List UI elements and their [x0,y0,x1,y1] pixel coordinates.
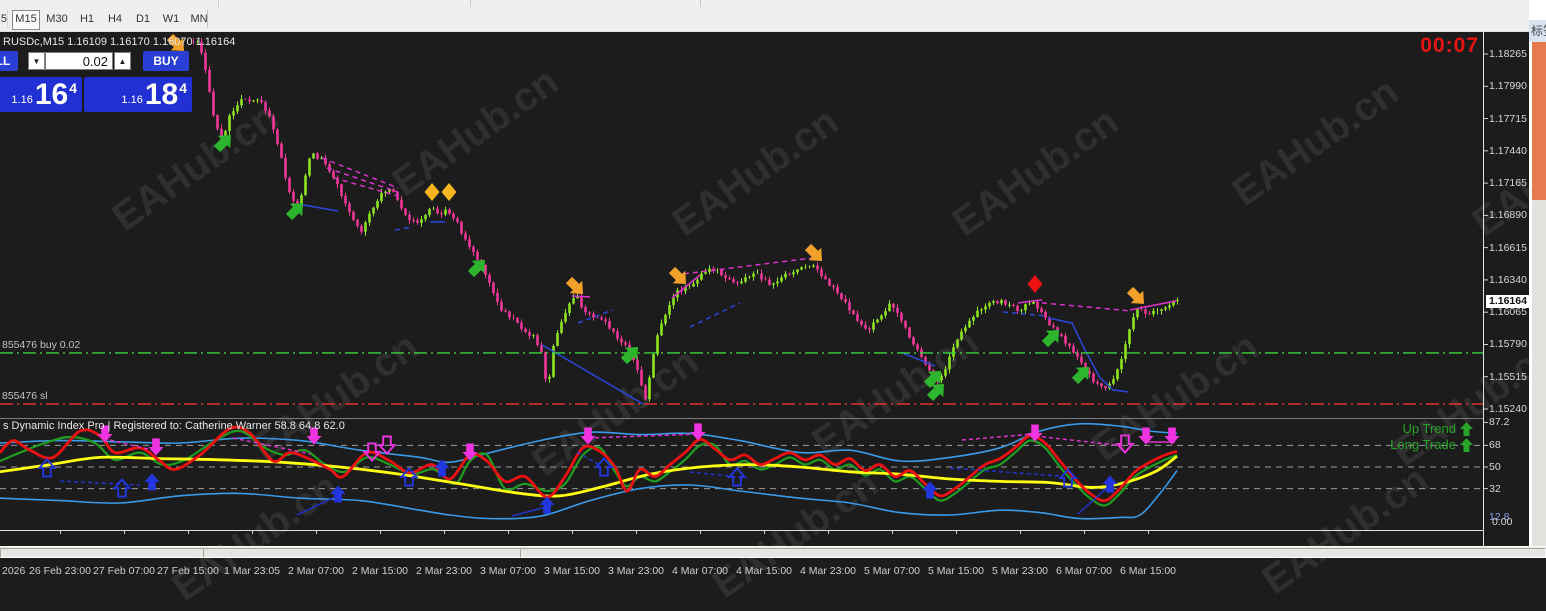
price-tick-label: 1.17715 [1489,112,1527,125]
price-tick-label: 1.15515 [1489,370,1527,383]
price-tick-label: 1.16615 [1489,241,1527,254]
price-tick-label: 1.15240 [1489,403,1527,415]
indicator-bottom-label: 12.8 [1489,511,1510,523]
time-tick-label: 27 Feb 15:00 [157,565,219,577]
one-click-trading-panel: SELL ▼ ▲ BUY 1.16 16 4 1.16 18 4 [0,48,192,112]
time-tick-label: 2 Mar 07:00 [287,565,345,577]
tab-divider [470,0,471,7]
volume-increase-button[interactable]: ▲ [114,52,131,70]
time-axis-year: 2026 [2,565,26,577]
time-tick-label: 4 Mar 15:00 [735,565,793,577]
time-tick-label: 5 Mar 07:00 [863,565,921,577]
price-tick-label: 87.2 [1489,416,1510,429]
buy-button[interactable]: BUY [143,51,189,71]
timeframe-m30[interactable]: M30 [46,13,68,25]
long-trade-signal: Long Trade [1390,437,1473,452]
time-tick-label: 2 Mar 15:00 [351,565,409,577]
timeframe-h1[interactable]: H1 [79,13,95,25]
bid-price-big: 16 [34,78,69,111]
price-tick-label: 1.16890 [1489,209,1527,222]
scrollbar-track[interactable] [1532,200,1546,557]
price-tick-label: 1.16340 [1489,273,1527,286]
time-tick-label: 5 Mar 15:00 [927,565,985,577]
price-tick-label: 32 [1489,482,1501,495]
bid-price-prefix: 1.16 [11,94,33,106]
timeframe-m15[interactable]: M15 [12,10,40,30]
bid-price-pip: 4 [69,80,77,96]
ask-price-pip: 4 [179,80,187,96]
timeframe-w1[interactable]: W1 [162,13,180,25]
time-tick-label: 1 Mar 23:05 [223,565,281,577]
indicator-bottom-label: 0.00 [1492,516,1513,528]
docked-panel-strip[interactable]: 标签 [1529,0,1546,557]
ask-price-box[interactable]: 1.16 18 4 [84,77,192,112]
price-chart-svg[interactable] [0,0,1529,557]
panel-tab-label[interactable]: 标签 [1529,20,1546,42]
chart-canvas[interactable]: EAHub.cn EAHub.cn EAHub.cn EAHub.cn EAHub.cn… [0,31,1546,610]
time-tick-label: 5 Mar 23:00 [991,565,1049,577]
candle-countdown-timer: 00:07 [1420,34,1479,57]
sell-button[interactable]: SELL [0,51,18,71]
price-tick-label: 50 [1489,461,1501,473]
price-tick-label: 1.16065 [1489,306,1527,319]
time-tick-label: 3 Mar 07:00 [479,565,537,577]
up-trend-arrow-icon [1460,421,1473,436]
indicator-title: s Dynamic Index Pro | Registered to: Cat… [3,420,345,432]
current-price-label: 1.16164 [1486,294,1530,308]
price-tick-label: 1.15790 [1489,338,1527,351]
volume-decrease-button[interactable]: ▼ [28,52,45,70]
timeframe-partial-button[interactable]: 5 [0,10,8,28]
price-tick-label: 1.18265 [1489,48,1527,60]
price-tick-label: 1.17165 [1489,177,1527,190]
toolbar-separator [207,10,208,28]
up-trend-label: Up Trend [1402,421,1456,436]
time-tick-label: 2 Mar 23:00 [415,565,473,577]
time-tick-label: 27 Feb 07:00 [93,565,155,577]
volume-input[interactable] [45,52,113,70]
order-line-label: 855476 buy 0.02 [2,338,81,351]
price-tick-label: 1.17440 [1489,144,1527,157]
time-tick-label: 26 Feb 23:00 [29,565,91,577]
order-line-label: 855476 sl [2,389,48,402]
timeframe-toolbar: 5 M15 M30 H1 H4 D1 W1 MN [0,8,1529,32]
long-trade-label: Long Trade [1390,437,1456,452]
ask-price-big: 18 [144,78,179,111]
timeframe-mn[interactable]: MN [190,13,208,25]
indicator-values: 58.8 64.8 62.0 [274,420,345,432]
long-trade-arrow-icon [1460,437,1473,452]
status-bar [0,546,1546,558]
tab-divider [700,0,701,7]
time-tick-label: 4 Mar 23:00 [799,565,857,577]
time-tick-label: 4 Mar 07:00 [671,565,729,577]
up-trend-signal: Up Trend [1403,421,1473,436]
bid-price-box[interactable]: 1.16 16 4 [0,77,82,112]
ask-price-prefix: 1.16 [121,94,143,106]
time-tick-label: 6 Mar 07:00 [1055,565,1113,577]
time-tick-label: 6 Mar 15:00 [1119,565,1177,577]
time-tick-label: 3 Mar 15:00 [543,565,601,577]
timeframe-h4[interactable]: H4 [107,13,123,25]
scrollbar-thumb[interactable] [1532,42,1546,200]
price-tick-label: 1.17990 [1489,80,1527,93]
indicator-name: s Dynamic Index Pro | Registered to: Cat… [3,420,272,432]
tab-divider [218,0,219,7]
chart-title: RUSDc,M15 1.16109 1.16170 1.16070 1.1616… [3,36,236,48]
price-tick-label: 68 [1489,439,1501,452]
timeframe-d1[interactable]: D1 [135,13,151,25]
time-tick-label: 3 Mar 23:00 [607,565,665,577]
